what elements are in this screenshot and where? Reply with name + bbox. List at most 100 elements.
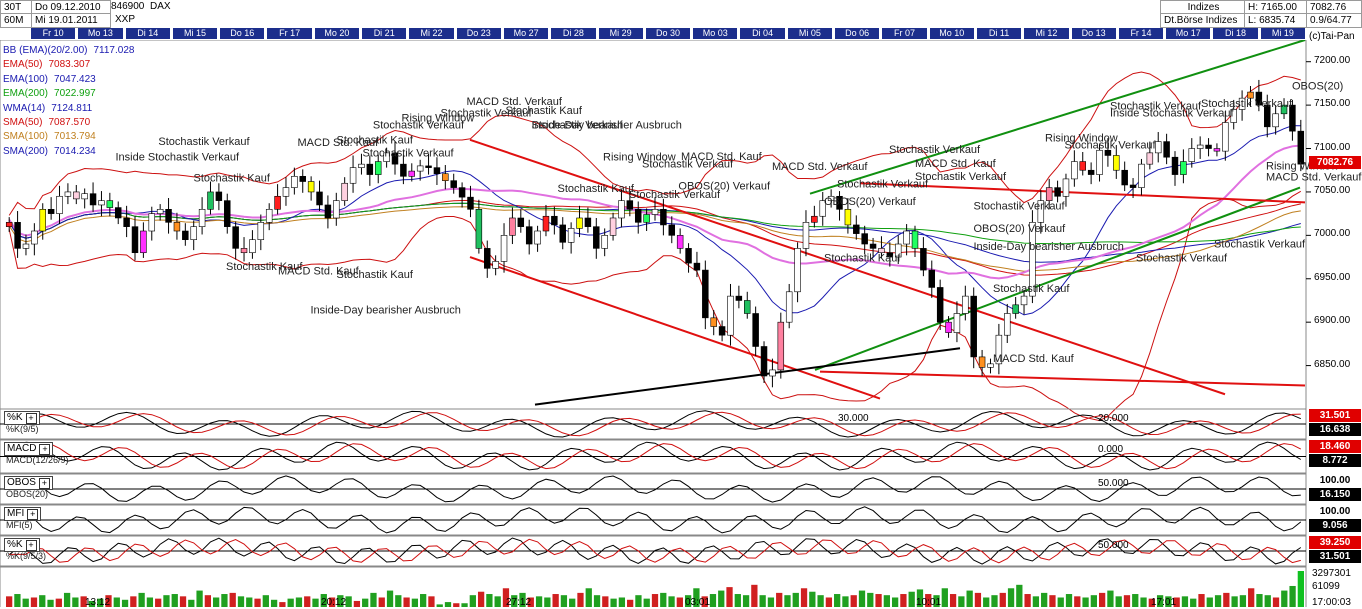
- expand-plus-icon[interactable]: +: [27, 509, 39, 520]
- candle-body: [702, 269, 709, 319]
- expand-plus-icon[interactable]: +: [25, 413, 37, 424]
- candle-body: [1138, 163, 1145, 188]
- candle-body: [660, 209, 667, 226]
- signal-annotation: MACD Std. Kauf: [681, 151, 763, 163]
- expand-plus-icon[interactable]: +: [39, 444, 51, 455]
- price-tick-label: 6900.00: [1314, 315, 1351, 327]
- candle-body: [450, 180, 457, 188]
- volume-bar: [14, 594, 21, 607]
- volume-bar: [22, 598, 29, 607]
- legend-item: SMA(50) 7087.570: [3, 116, 134, 130]
- volume-bar: [684, 595, 692, 607]
- indicator-param-label: MFI(5): [6, 520, 33, 530]
- date-tick-label: 10:01: [916, 597, 942, 608]
- volume-bar: [751, 584, 758, 607]
- change-value: 0.9/64.77: [1306, 13, 1362, 28]
- candle-body: [1205, 144, 1212, 149]
- candle-body: [844, 209, 852, 226]
- candle-body: [165, 209, 172, 223]
- candle-body: [416, 165, 424, 172]
- volume-bar: [999, 592, 1006, 607]
- volume-bar: [362, 598, 369, 607]
- volume-bar: [1214, 595, 1222, 607]
- volume-bar: [378, 597, 385, 607]
- signal-annotation: Stochastik Verkauf: [1214, 239, 1306, 251]
- indicator-panel-name[interactable]: MACD +: [4, 442, 54, 456]
- signal-annotation: Stochastik Verkauf: [363, 147, 455, 159]
- indicator-panel-name[interactable]: %K +: [4, 411, 40, 425]
- candle-body: [215, 191, 223, 201]
- candle-body: [81, 193, 88, 200]
- day-label: Di 18: [1213, 28, 1258, 39]
- date-tick-label: 03:01: [685, 597, 711, 608]
- volume-bar: [395, 595, 402, 607]
- candle-body: [760, 346, 768, 377]
- volume-bar: [130, 596, 137, 607]
- volume-bar: [1256, 594, 1263, 607]
- volume-bar: [784, 595, 791, 607]
- candle-body: [198, 209, 206, 227]
- indicator-name-label: OBOS: [7, 477, 36, 488]
- candle-body: [584, 217, 592, 227]
- indicator-level-label: 20.000: [1098, 413, 1129, 424]
- candle-body: [1045, 187, 1053, 201]
- candle-body: [1289, 104, 1296, 132]
- signal-annotation: Rising Window: [603, 152, 676, 164]
- candle-body: [928, 269, 936, 288]
- volume-bar: [1206, 597, 1213, 607]
- indicator-panel-name[interactable]: MFI +: [4, 507, 42, 521]
- candle-body: [1247, 91, 1254, 99]
- legend-value: 7087.570: [48, 117, 91, 129]
- legend-label: BB (EMA)(20/2.00): [3, 45, 88, 56]
- candle-body: [240, 248, 248, 254]
- signal-annotation: Stochastik Verkauf: [441, 107, 533, 119]
- candle-body: [668, 224, 676, 236]
- signal-annotation: Inside-Day bearisher Ausbruch: [532, 120, 682, 132]
- volume-bar: [891, 597, 899, 607]
- candle-body: [509, 217, 516, 236]
- volume-bar: [270, 599, 278, 607]
- signal-annotation: Stochastik Verkauf: [915, 171, 1007, 183]
- signal-annotation: Stochastik Verkauf: [1136, 252, 1228, 264]
- candle-body: [358, 163, 365, 168]
- to-date: Mi 19.01.2011: [31, 13, 111, 28]
- volume-panel-frame: [0, 566, 1307, 607]
- indicator-panel-name[interactable]: OBOS +: [4, 476, 53, 490]
- expand-plus-icon[interactable]: +: [38, 478, 50, 489]
- candle-body: [869, 243, 877, 249]
- day-label: Mi 15: [172, 28, 218, 39]
- volume-bar: [1107, 590, 1114, 607]
- candle-body: [316, 191, 323, 206]
- signal-annotation: Rising Window: [402, 113, 475, 125]
- main-panel-frame: [0, 40, 1307, 410]
- legend-label: EMA(200): [3, 88, 49, 100]
- candle-body: [819, 200, 826, 217]
- volume-bar: [403, 597, 410, 607]
- signal-annotation: Stochastik Verkauf: [974, 200, 1066, 212]
- indicator-param-label: %K(9/5/3): [6, 551, 47, 561]
- volume-bar: [908, 591, 915, 607]
- volume-bar: [1065, 594, 1073, 607]
- volume-bar: [842, 596, 849, 607]
- indicator-panel-name[interactable]: %K +: [4, 538, 40, 552]
- volume-bar: [776, 592, 783, 607]
- volume-bar: [867, 592, 874, 607]
- candle-body: [693, 262, 701, 271]
- volume-bar: [386, 590, 394, 607]
- day-label: Mi 22: [409, 28, 454, 39]
- day-label: Di 28: [551, 28, 596, 39]
- indicator-level-label: 0.000: [1098, 444, 1124, 455]
- candle-body: [22, 243, 30, 249]
- volume-last-label: 61099: [1312, 581, 1340, 592]
- expand-plus-icon[interactable]: +: [25, 540, 37, 551]
- candle-body: [727, 295, 734, 336]
- volume-bar: [320, 594, 327, 607]
- indicator-value-box: 16.638: [1309, 423, 1361, 436]
- volume-bar: [1024, 594, 1031, 607]
- signal-annotation: Stochastik Verkauf: [158, 136, 250, 148]
- day-label-bar: Fr 10 Mo 13 Di 14 Mi 15 Do 16 Fr 17 Mo 20 Di 21…: [30, 28, 1307, 40]
- candle-body: [232, 226, 239, 249]
- day-label: Mo 03: [693, 28, 738, 39]
- volume-bar: [858, 590, 866, 607]
- candle-body: [1096, 149, 1103, 175]
